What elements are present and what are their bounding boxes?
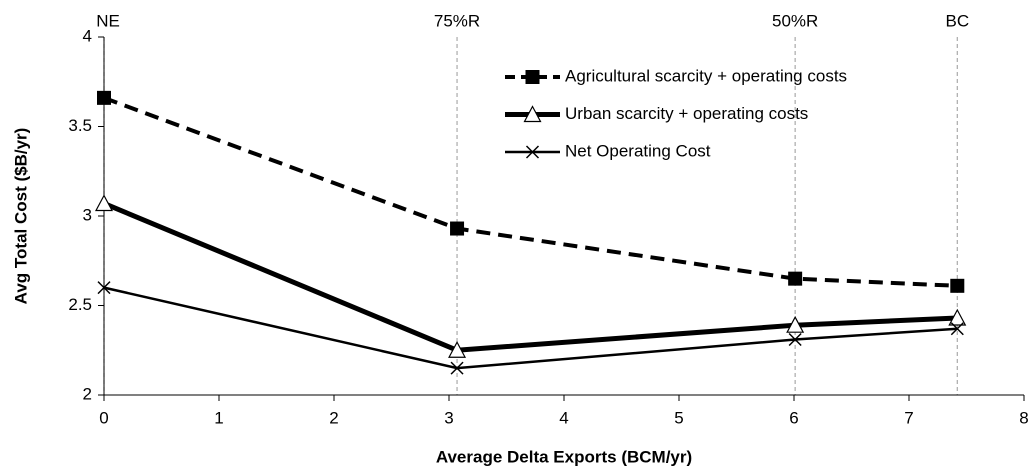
y-tick-label: 4: [83, 26, 92, 45]
marker: [448, 340, 467, 358]
marker: [950, 322, 964, 336]
x-tick-label: 1: [214, 408, 223, 427]
x-axis-label: Average Delta Exports (BCM/yr): [436, 447, 692, 466]
y-tick-label: 2: [83, 384, 92, 403]
marker: [95, 194, 113, 212]
legend-label: Agricultural scarcity + operating costs: [565, 66, 847, 85]
x-tick-label: 0: [99, 408, 108, 427]
marker: [525, 145, 540, 159]
reference-label: NE: [96, 11, 120, 30]
series-line: [103, 286, 958, 370]
marker: [450, 361, 464, 375]
x-tick-label: 8: [1019, 408, 1028, 427]
marker: [97, 90, 111, 105]
x-tick-label: 6: [789, 408, 798, 427]
reference-label: 50%R: [772, 11, 818, 30]
y-tick-label: 3: [83, 205, 92, 224]
x-tick-label: 4: [559, 408, 568, 427]
marker: [786, 315, 805, 333]
marker: [525, 70, 540, 84]
legend-label: Urban scarcity + operating costs: [565, 104, 808, 123]
reference-label: BC: [945, 11, 969, 30]
series-line: [103, 95, 958, 288]
series-line: [103, 201, 958, 353]
x-tick-label: 3: [444, 408, 453, 427]
marker: [450, 221, 465, 236]
marker: [97, 281, 111, 295]
y-axis-label: Avg Total Cost ($B/yr): [11, 128, 30, 305]
legend-label: Net Operating Cost: [565, 141, 711, 160]
reference-label: 75%R: [434, 11, 480, 30]
y-tick-label: 2.5: [68, 295, 92, 314]
marker: [788, 332, 802, 347]
marker: [788, 271, 803, 286]
y-tick-label: 3.5: [68, 116, 92, 135]
marker: [950, 278, 965, 293]
marker: [523, 105, 542, 123]
marker: [948, 308, 967, 326]
x-tick-label: 7: [904, 408, 913, 427]
x-tick-label: 2: [329, 408, 338, 427]
x-tick-label: 5: [674, 408, 683, 427]
